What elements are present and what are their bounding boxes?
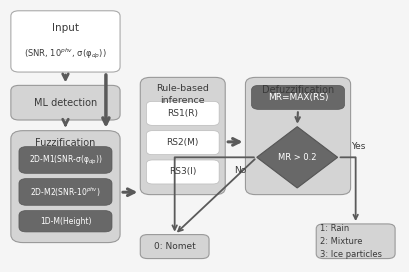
Text: MR > 0.2: MR > 0.2 <box>277 153 316 162</box>
Text: 2D-M1(SNR-σ(φ$_{dp}$)): 2D-M1(SNR-σ(φ$_{dp}$)) <box>29 153 102 166</box>
FancyBboxPatch shape <box>251 85 344 109</box>
Text: 1: Rain
2: Mixture
3: Ice particles: 1: Rain 2: Mixture 3: Ice particles <box>319 224 381 259</box>
Text: No: No <box>234 166 246 175</box>
Text: Defuzzification: Defuzzification <box>261 85 333 95</box>
FancyBboxPatch shape <box>19 147 112 173</box>
FancyBboxPatch shape <box>11 131 120 243</box>
Text: Fuzzification: Fuzzification <box>35 138 95 148</box>
Text: Rule-based
inference: Rule-based inference <box>156 84 209 105</box>
Text: MR=MAX(RS): MR=MAX(RS) <box>267 93 328 102</box>
FancyBboxPatch shape <box>11 11 120 72</box>
Text: Input: Input <box>52 23 79 33</box>
Text: 0: Nomet: 0: Nomet <box>153 242 195 251</box>
Text: RS1(R): RS1(R) <box>167 109 198 118</box>
Text: RS3(I): RS3(I) <box>169 168 196 177</box>
FancyBboxPatch shape <box>140 77 225 195</box>
Polygon shape <box>256 127 337 188</box>
Text: 1D-M(Height): 1D-M(Height) <box>40 217 91 226</box>
FancyBboxPatch shape <box>315 224 394 259</box>
FancyBboxPatch shape <box>19 211 112 232</box>
FancyBboxPatch shape <box>146 160 219 184</box>
Text: ML detection: ML detection <box>34 98 97 108</box>
Text: Yes: Yes <box>350 142 364 151</box>
Text: 2D-M2(SNR-10$^{phv}$): 2D-M2(SNR-10$^{phv}$) <box>30 185 101 199</box>
FancyBboxPatch shape <box>11 85 120 120</box>
FancyBboxPatch shape <box>140 234 209 259</box>
FancyBboxPatch shape <box>19 179 112 205</box>
Text: RS2(M): RS2(M) <box>166 138 198 147</box>
FancyBboxPatch shape <box>245 77 350 195</box>
FancyBboxPatch shape <box>146 101 219 125</box>
Text: (SNR, 10$^{phv}$, σ(φ$_{dp}$)): (SNR, 10$^{phv}$, σ(φ$_{dp}$)) <box>24 46 106 61</box>
FancyBboxPatch shape <box>146 131 219 155</box>
